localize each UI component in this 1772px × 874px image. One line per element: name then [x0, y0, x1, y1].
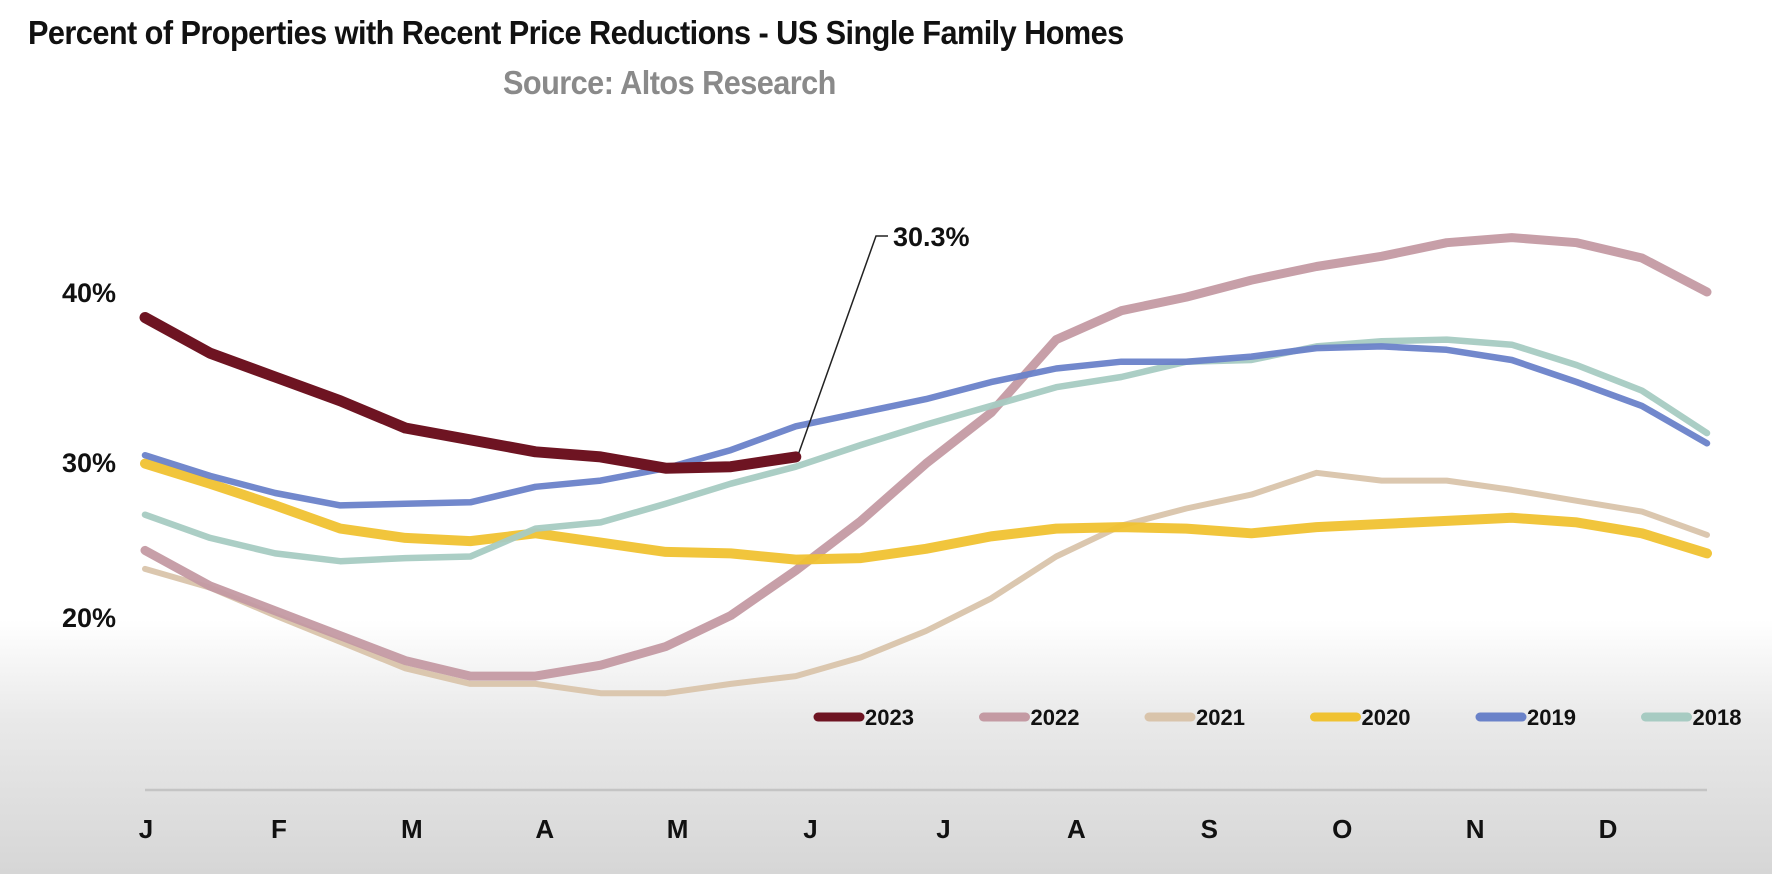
- legend: 2023 2022 2021 2020 2019 2018: [813, 705, 1742, 730]
- x-tick-label: D: [1599, 814, 1618, 844]
- legend-label: 2022: [1031, 705, 1080, 730]
- y-tick-label: 40%: [62, 278, 116, 308]
- y-tick-label: 30%: [62, 448, 116, 478]
- legend-label: 2021: [1196, 705, 1245, 730]
- annotation-label: 30.3%: [893, 222, 970, 252]
- legend-label: 2019: [1527, 705, 1576, 730]
- series-2022: [140, 233, 1712, 681]
- x-tick-label: S: [1201, 814, 1218, 844]
- chart-title: Percent of Properties with Recent Price …: [28, 14, 1124, 51]
- x-tick-label: J: [936, 814, 950, 844]
- series-line-2020: [140, 458, 1712, 565]
- annotation-leader-line: [798, 235, 888, 454]
- legend-item-2020: 2020: [1310, 705, 1411, 730]
- series-line-2018: [141, 336, 1711, 565]
- series-2020: [140, 458, 1712, 565]
- series-2018: [141, 336, 1711, 565]
- x-tick-label: M: [667, 814, 689, 844]
- x-tick-label: M: [401, 814, 423, 844]
- y-tick-label: 20%: [62, 603, 116, 633]
- x-tick-label: F: [271, 814, 287, 844]
- legend-item-2023: 2023: [813, 705, 914, 730]
- chart-subtitle: Source: Altos Research: [503, 64, 836, 101]
- legend-item-2021: 2021: [1144, 705, 1245, 730]
- x-tick-label: O: [1332, 814, 1352, 844]
- series-2023: [139, 312, 802, 474]
- legend-item-2019: 2019: [1475, 705, 1576, 730]
- legend-item-2018: 2018: [1641, 705, 1742, 730]
- y-axis-ticks: 40% 30% 20%: [62, 278, 116, 633]
- x-tick-label: A: [535, 814, 554, 844]
- series-line-2023: [139, 312, 802, 474]
- annotation-layer: 30.3%: [798, 222, 970, 454]
- legend-label: 2020: [1362, 705, 1411, 730]
- legend-label: 2023: [865, 705, 914, 730]
- series-layer: [139, 233, 1712, 697]
- x-tick-label: N: [1466, 814, 1485, 844]
- x-tick-label: A: [1067, 814, 1086, 844]
- legend-label: 2018: [1693, 705, 1742, 730]
- x-tick-label: J: [139, 814, 153, 844]
- x-tick-label: J: [803, 814, 817, 844]
- legend-item-2022: 2022: [979, 705, 1080, 730]
- series-line-2022: [140, 233, 1712, 681]
- series-2019: [141, 343, 1711, 509]
